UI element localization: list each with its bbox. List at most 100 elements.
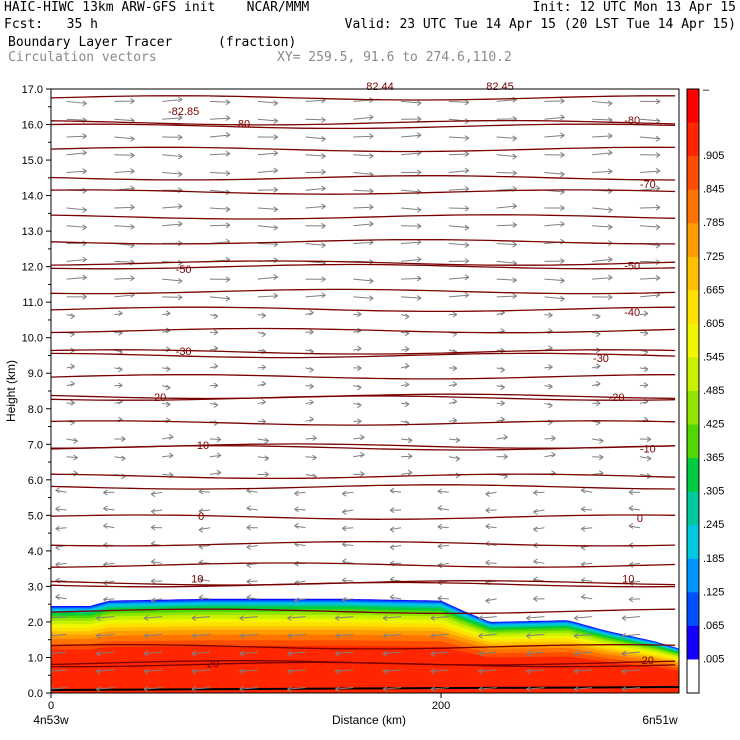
circulation-vector	[430, 633, 449, 637]
circulation-vector-head	[264, 471, 269, 478]
colorbar-label: .005	[703, 653, 724, 665]
circulation-vector	[353, 278, 374, 282]
colorbar-label: .905	[703, 150, 724, 162]
circulation-vector-head	[82, 293, 87, 300]
circulation-vector-head	[225, 150, 231, 157]
header-line1-left: HAIC-HIWC 13km ARW-GFS init NCAR/MMM	[4, 0, 310, 15]
circulation-vector	[114, 277, 135, 280]
circulation-vector	[257, 243, 278, 245]
circulation-vector-head	[580, 525, 586, 532]
circulation-vector-head	[551, 435, 556, 442]
circulation-vector-head	[404, 313, 410, 320]
circulation-vector-head	[621, 632, 627, 639]
circulation-vector	[162, 99, 183, 102]
colorbar-swatch	[687, 122, 699, 157]
circulation-vector-head	[150, 558, 156, 565]
circulation-vector	[209, 296, 230, 300]
circulation-vector-head	[512, 277, 517, 284]
circulation-vector	[257, 438, 269, 442]
circulation-vector-head	[198, 576, 204, 583]
circulation-vector-head	[485, 559, 490, 566]
circulation-vector-head	[96, 615, 101, 622]
circulation-vector	[448, 225, 469, 229]
circulation-vector-head	[452, 311, 458, 318]
circulation-vector-head	[273, 206, 278, 213]
circulation-vector-head	[73, 438, 78, 444]
circulation-vector-head	[369, 295, 374, 302]
terrain-line	[51, 686, 679, 691]
circulation-vector	[342, 527, 354, 529]
temperature-contour	[51, 352, 676, 359]
colorbar-swatch	[687, 458, 699, 493]
circulation-vector	[305, 205, 326, 209]
circulation-vector-head	[165, 401, 171, 408]
circulation-vector-head	[309, 366, 314, 373]
circulation-vector	[103, 562, 115, 566]
circulation-vector-head	[143, 686, 149, 693]
circulation-vector-head	[382, 615, 388, 622]
circulation-vector-head	[321, 135, 326, 142]
circulation-vector-head	[464, 205, 470, 212]
circulation-vector	[496, 224, 517, 227]
circulation-vector	[114, 312, 123, 316]
contour-label: 20	[207, 659, 219, 671]
circulation-vector-head	[621, 615, 627, 622]
circulation-vector-head	[512, 293, 517, 299]
circulation-vector	[485, 491, 497, 495]
circulation-vector-head	[548, 402, 553, 409]
circulation-vector	[305, 401, 314, 404]
circulation-vector	[66, 402, 75, 404]
x-end-label-left: 4n53w	[33, 713, 69, 727]
circulation-vector	[544, 278, 565, 282]
circulation-vector	[430, 651, 449, 655]
y-tick-label: 14.0	[22, 191, 43, 203]
circulation-vector-head	[607, 224, 613, 231]
circulation-vector	[335, 616, 354, 619]
circulation-vector	[544, 454, 556, 458]
circulation-vector-head	[437, 488, 443, 495]
circulation-vector-head	[430, 686, 436, 693]
circulation-vector-head	[655, 135, 661, 142]
circulation-vector-head	[560, 132, 565, 139]
circulation-vector-head	[103, 596, 108, 603]
circulation-vector	[544, 134, 565, 138]
circulation-vector	[390, 527, 402, 531]
circulation-vector	[485, 562, 497, 564]
circulation-vector	[305, 385, 314, 387]
circulation-vector-head	[70, 363, 75, 370]
circulation-vector-head	[261, 399, 266, 405]
circulation-vector	[389, 596, 402, 600]
circulation-vector-head	[177, 114, 183, 121]
circulation-vector	[305, 437, 317, 440]
circulation-vector-head	[216, 452, 222, 459]
circulation-vector-head	[246, 505, 251, 512]
temperature-contour	[51, 514, 676, 520]
colorbar-swatch	[687, 592, 699, 627]
circulation-vector	[353, 116, 374, 120]
circulation-vector-head	[177, 221, 183, 227]
circulation-vector	[162, 278, 183, 282]
circulation-vector-head	[526, 650, 531, 657]
circulation-vector-head	[335, 615, 340, 622]
circulation-vector	[51, 616, 67, 619]
circulation-vector	[294, 598, 306, 601]
circulation-vector-head	[321, 116, 326, 123]
circulation-vector-head	[321, 153, 326, 160]
circulation-vector-head	[165, 310, 171, 317]
contour-label: -70	[640, 179, 656, 191]
circulation-vector-head	[389, 487, 395, 494]
circulation-vector	[628, 525, 641, 529]
circulation-vector-head	[177, 294, 183, 301]
circulation-vector-head	[357, 365, 362, 371]
circulation-vector	[639, 294, 661, 298]
contour-label: 10	[622, 573, 634, 585]
y-axis-label: Height (km)	[4, 360, 18, 422]
circulation-vector-head	[357, 311, 362, 318]
circulation-vector-head	[573, 668, 579, 675]
circulation-vector-head	[246, 594, 251, 601]
circulation-vector	[574, 651, 593, 655]
circulation-vector	[151, 509, 163, 512]
circulation-vector	[114, 170, 135, 173]
circulation-vector-head	[500, 400, 505, 407]
circulation-vector-head	[621, 686, 627, 693]
